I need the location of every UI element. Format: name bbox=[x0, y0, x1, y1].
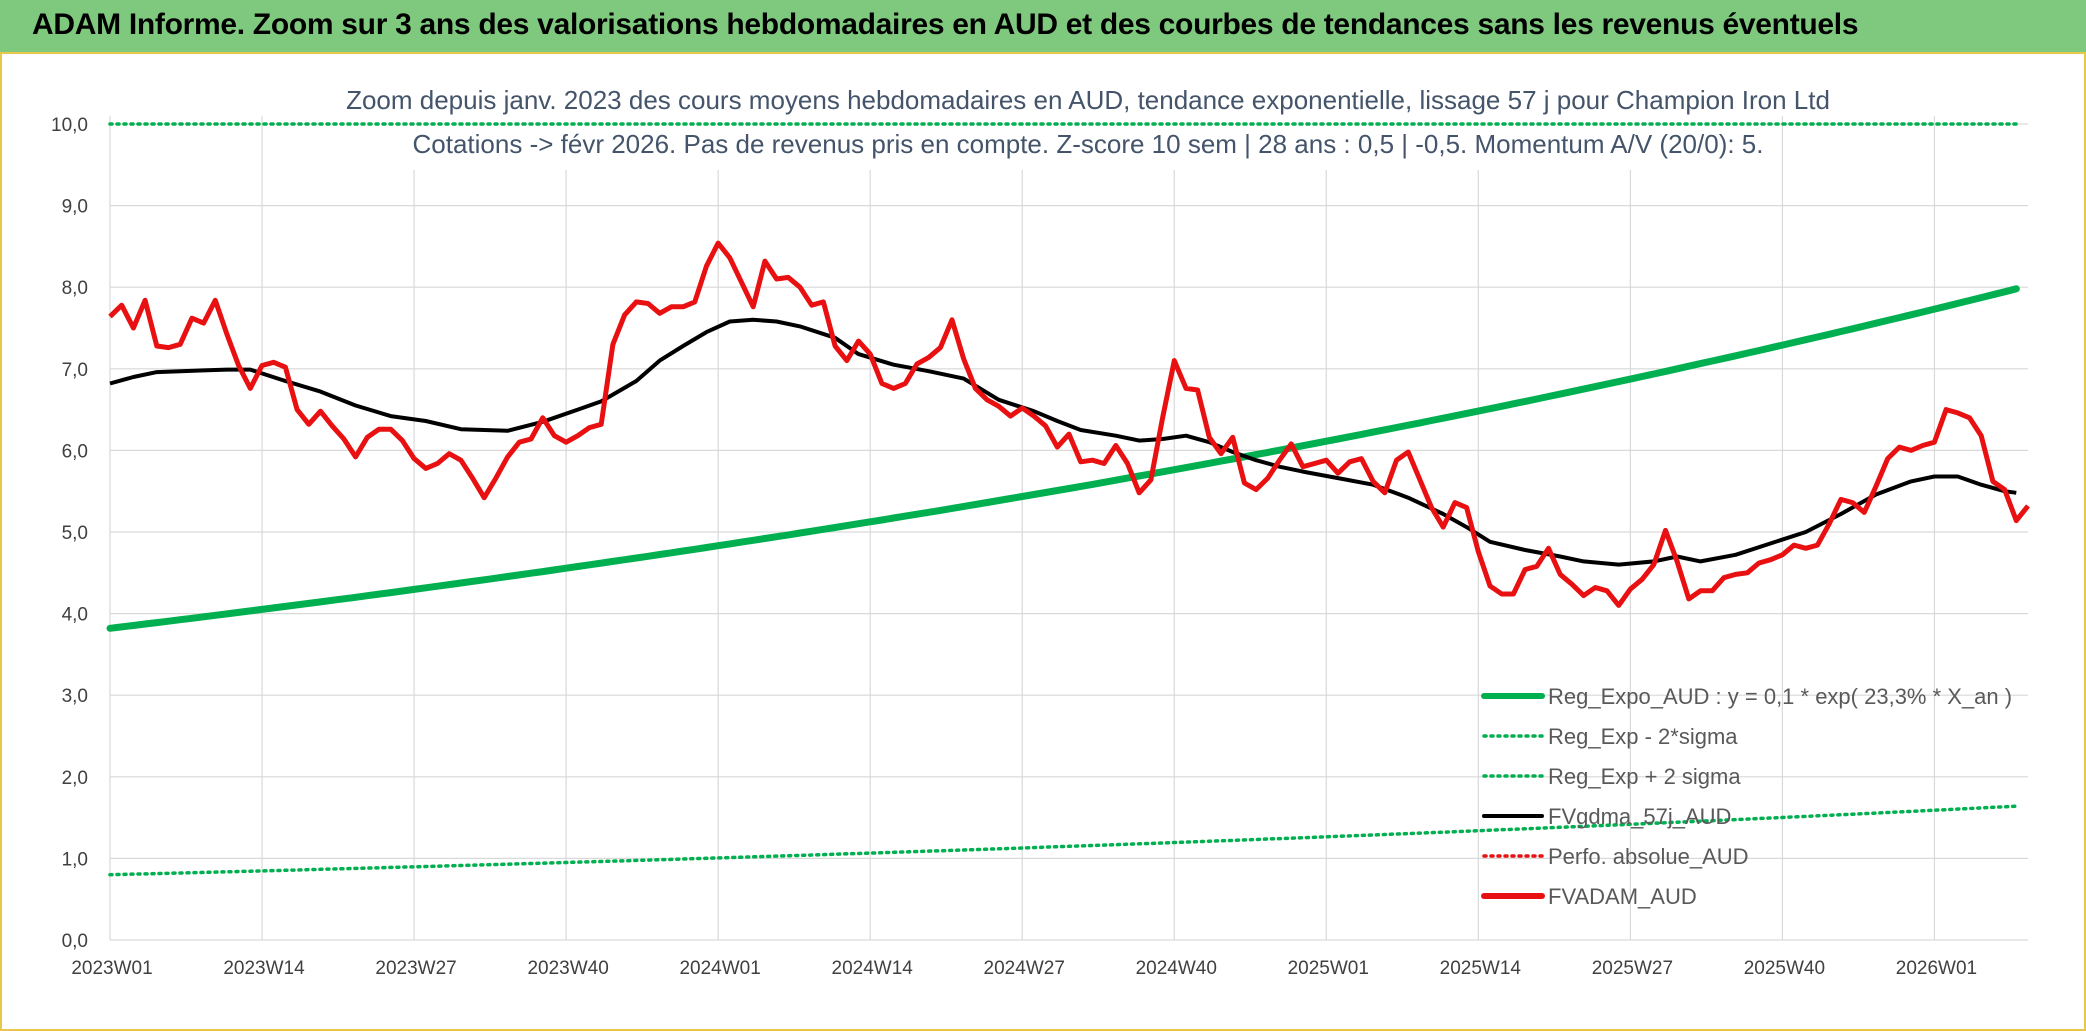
legend: Reg_Expo_AUD : y = 0,1 * exp( 23,3% * X_… bbox=[1481, 684, 2012, 909]
x-tick-label: 2024W40 bbox=[1136, 958, 1217, 979]
legend-label: Reg_Exp - 2*sigma bbox=[1548, 724, 1738, 749]
x-tick-label: 2025W27 bbox=[1592, 958, 1673, 979]
y-tick-label: 6,0 bbox=[62, 441, 88, 462]
series bbox=[106, 122, 2030, 877]
x-axis: 2023W01 2023W14 2023W27 2023W40 2024W01 2024W… bbox=[71, 958, 1977, 979]
y-tick-label: 0,0 bbox=[62, 931, 88, 952]
series-reg-exp-minus-2sigma bbox=[108, 804, 2019, 877]
x-tick-label: 2024W27 bbox=[984, 958, 1065, 979]
x-tick-label: 2025W40 bbox=[1744, 958, 1825, 979]
series-fvadam bbox=[108, 240, 2030, 608]
y-axis: 0,0 1,0 2,0 3,0 4,0 5,0 6,0 7,0 8,0 9,0 10,0 bbox=[51, 115, 88, 952]
x-tick-label: 2025W01 bbox=[1288, 958, 1369, 979]
y-tick-label: 8,0 bbox=[62, 278, 88, 299]
y-tick-label: 1,0 bbox=[62, 849, 88, 870]
x-tick-label: 2023W14 bbox=[223, 958, 305, 979]
x-tick-label: 2025W14 bbox=[1440, 958, 1522, 979]
legend-label: Perfo. absolue_AUD bbox=[1548, 844, 1749, 869]
legend-label: Reg_Exp + 2 sigma bbox=[1548, 764, 1741, 789]
y-tick-label: 4,0 bbox=[62, 605, 88, 626]
chart-frame bbox=[0, 54, 2086, 1031]
series-reg-expo bbox=[106, 285, 2020, 632]
legend-label: FVgdma_57j_AUD bbox=[1548, 804, 1731, 829]
y-tick-label: 5,0 bbox=[62, 523, 88, 544]
chart-title-line-2: Cotations -> févr 2026. Pas de revenus p… bbox=[413, 129, 1764, 159]
y-tick-label: 3,0 bbox=[62, 686, 88, 707]
y-tick-label: 9,0 bbox=[62, 197, 88, 218]
x-tick-label: 2024W14 bbox=[832, 958, 914, 979]
x-tick-label: 2024W01 bbox=[679, 958, 760, 979]
series-fvgdma bbox=[109, 317, 2017, 567]
y-tick-label: 10,0 bbox=[51, 115, 88, 136]
grid bbox=[109, 116, 2028, 941]
chart-title-line-1: Zoom depuis janv. 2023 des cours moyens … bbox=[346, 85, 1830, 115]
x-tick-label: 2023W27 bbox=[375, 958, 456, 979]
legend-label: Reg_Expo_AUD : y = 0,1 * exp( 23,3% * X_… bbox=[1548, 684, 2012, 709]
header-banner: ADAM Informe. Zoom sur 3 ans des valoris… bbox=[0, 0, 2086, 54]
y-tick-label: 7,0 bbox=[62, 360, 88, 381]
legend-label: FVADAM_AUD bbox=[1548, 884, 1697, 909]
x-tick-label: 2023W01 bbox=[71, 958, 152, 979]
x-tick-label: 2023W40 bbox=[527, 958, 608, 979]
banner-title: ADAM Informe. Zoom sur 3 ans des valoris… bbox=[32, 8, 1859, 41]
x-tick-label: 2026W01 bbox=[1896, 958, 1977, 979]
y-tick-label: 2,0 bbox=[62, 768, 88, 789]
